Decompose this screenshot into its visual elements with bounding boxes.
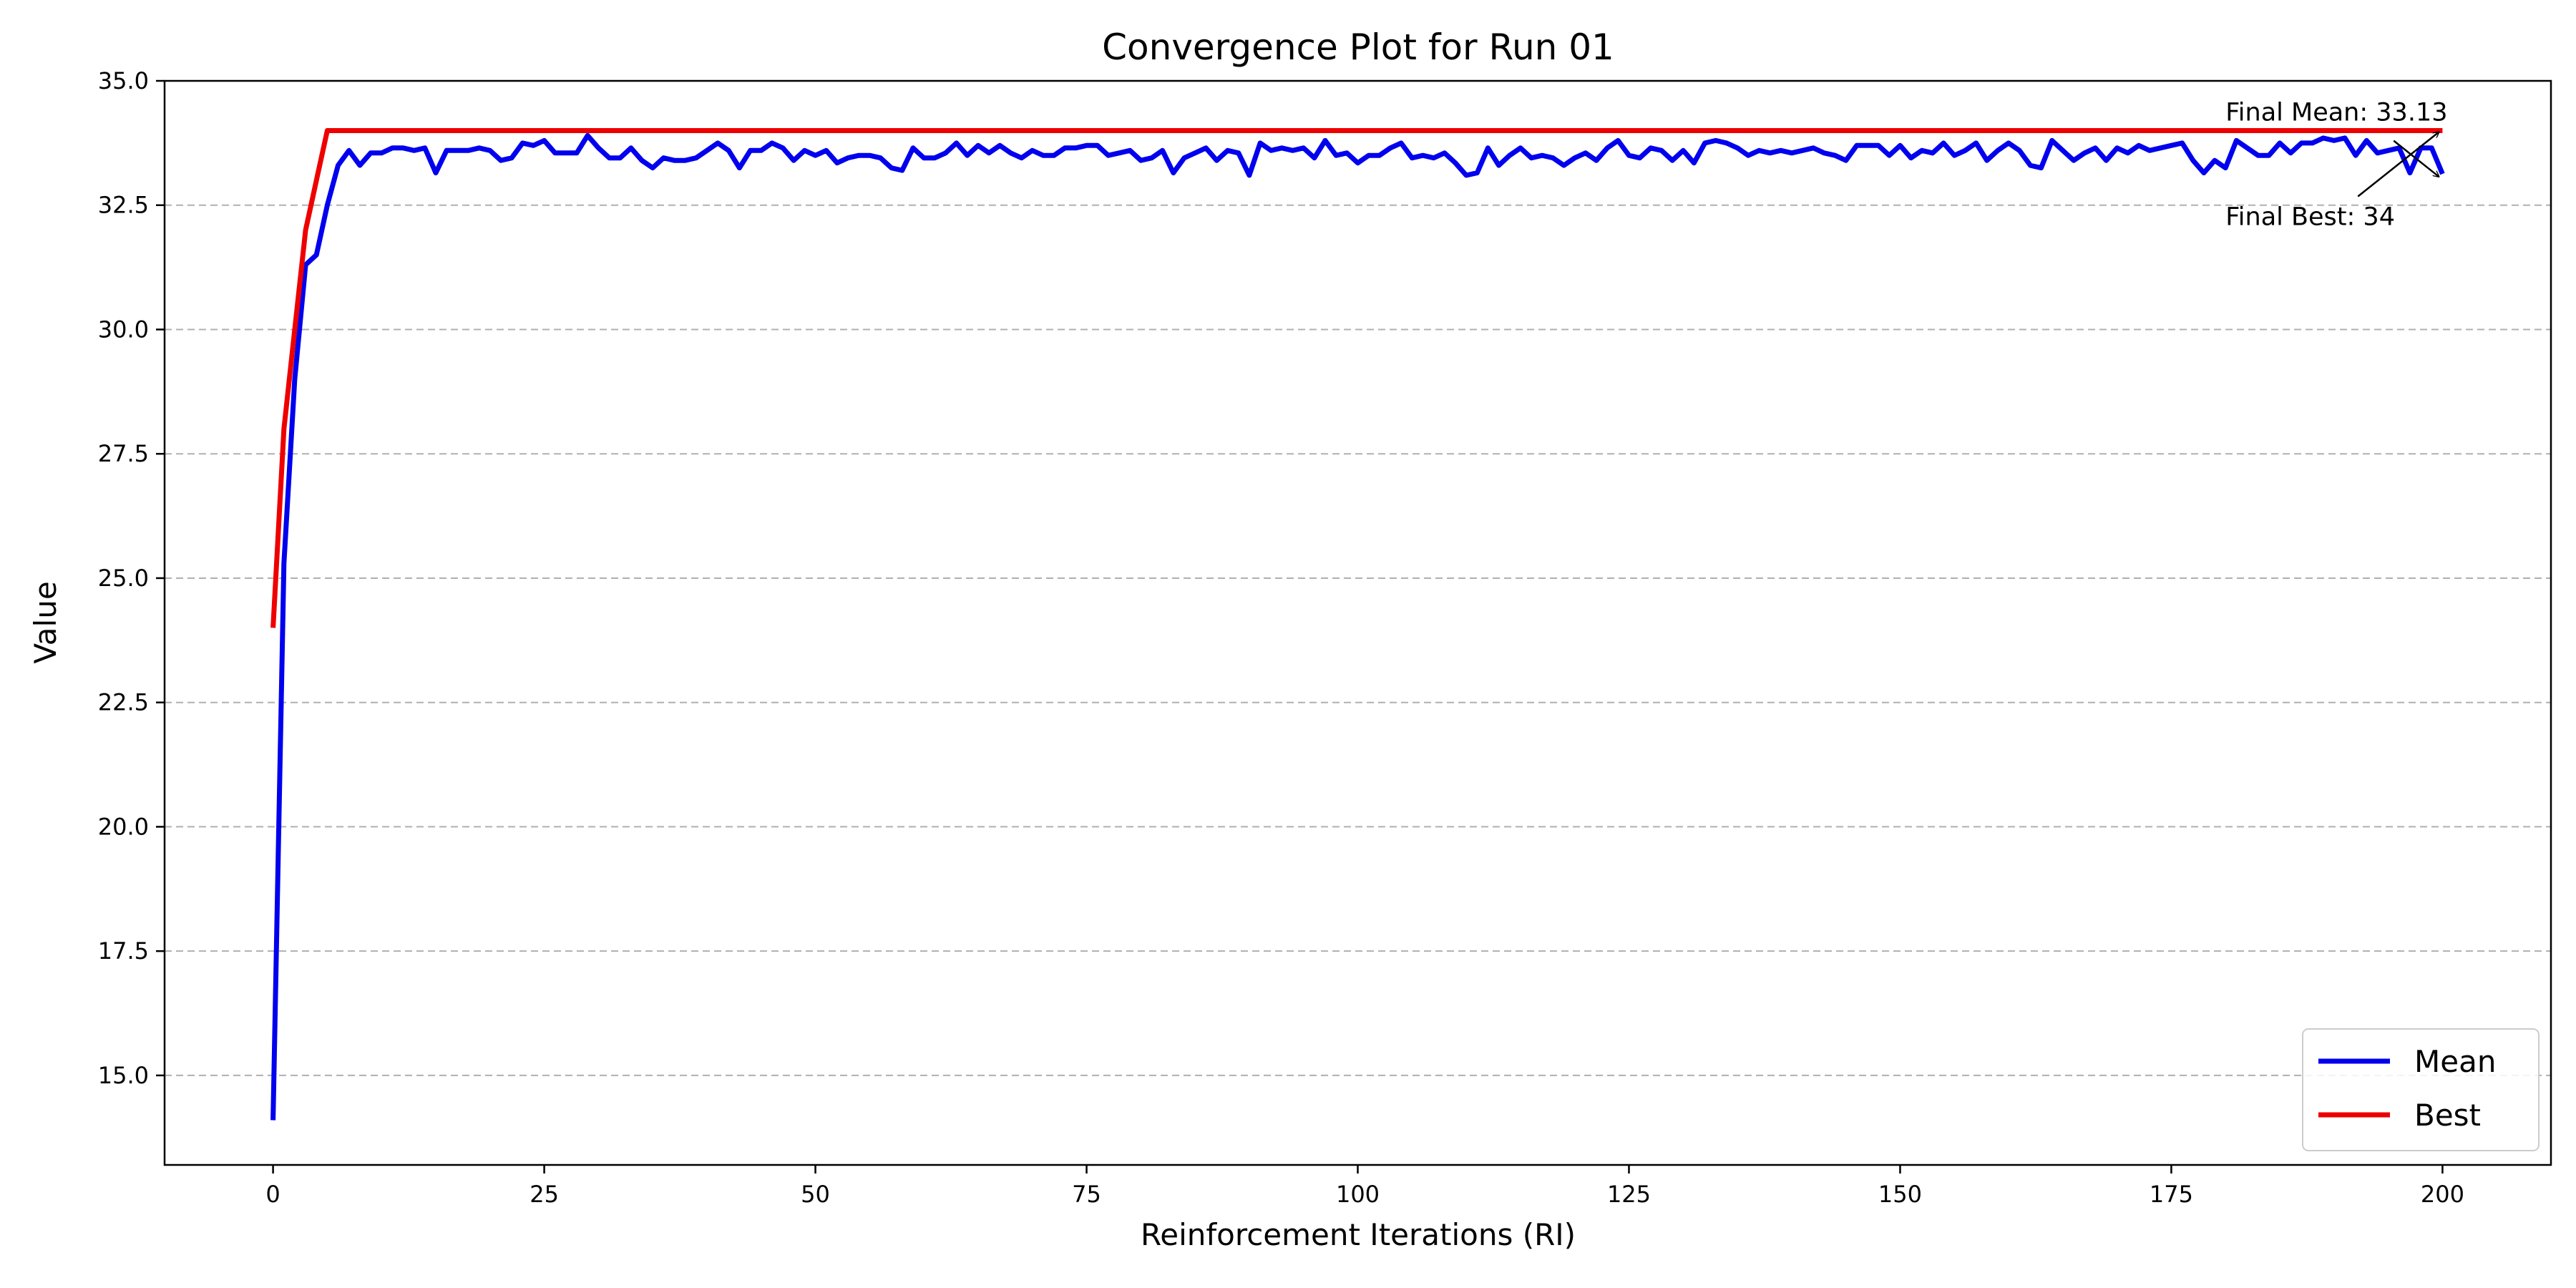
annotation-arrow bbox=[2357, 132, 2439, 197]
annotation-arrow bbox=[2393, 140, 2439, 177]
y-tick-label: 27.5 bbox=[98, 440, 149, 467]
y-tick-label: 30.0 bbox=[98, 316, 149, 343]
chart-title: Convergence Plot for Run 01 bbox=[1102, 26, 1614, 68]
y-tick-label: 35.0 bbox=[98, 67, 149, 94]
x-axis-label: Reinforcement Iterations (RI) bbox=[1141, 1217, 1576, 1252]
legend-label-mean: Mean bbox=[2414, 1044, 2496, 1079]
y-tick-label: 17.5 bbox=[98, 937, 149, 965]
annotations: Final Mean: 33.13 Final Best: 34 bbox=[2225, 99, 2447, 232]
x-tick-label: 50 bbox=[801, 1181, 830, 1208]
annotation-label: Final Mean: 33.13 bbox=[2225, 99, 2447, 127]
x-tick-label: 200 bbox=[2421, 1181, 2464, 1208]
legend: Mean Best bbox=[2302, 1028, 2540, 1151]
series-line-best bbox=[270, 128, 2443, 628]
series-lines bbox=[270, 128, 2445, 1121]
x-tick-label: 100 bbox=[1336, 1181, 1380, 1208]
series-line-mean bbox=[270, 132, 2445, 1121]
y-tick-label: 25.0 bbox=[98, 565, 149, 592]
annotation-label: Final Best: 34 bbox=[2225, 203, 2395, 232]
x-tick-label: 0 bbox=[265, 1181, 280, 1208]
y-tick-label: 15.0 bbox=[98, 1062, 149, 1089]
axis-ticks: 15.0 17.5 20.0 22.5 25.0 27.5 30.0 32.5 35.0 0 25 5… bbox=[98, 67, 2464, 1208]
x-tick-label: 125 bbox=[1607, 1181, 1651, 1208]
legend-label-best: Best bbox=[2414, 1098, 2481, 1133]
x-tick-label: 175 bbox=[2150, 1181, 2193, 1208]
x-tick-label: 25 bbox=[530, 1181, 559, 1208]
y-axis-label: Value bbox=[28, 581, 63, 663]
x-tick-label: 75 bbox=[1072, 1181, 1101, 1208]
y-tick-label: 22.5 bbox=[98, 689, 149, 716]
x-tick-label: 150 bbox=[1878, 1181, 1922, 1208]
y-tick-label: 32.5 bbox=[98, 192, 149, 219]
y-tick-label: 20.0 bbox=[98, 813, 149, 840]
